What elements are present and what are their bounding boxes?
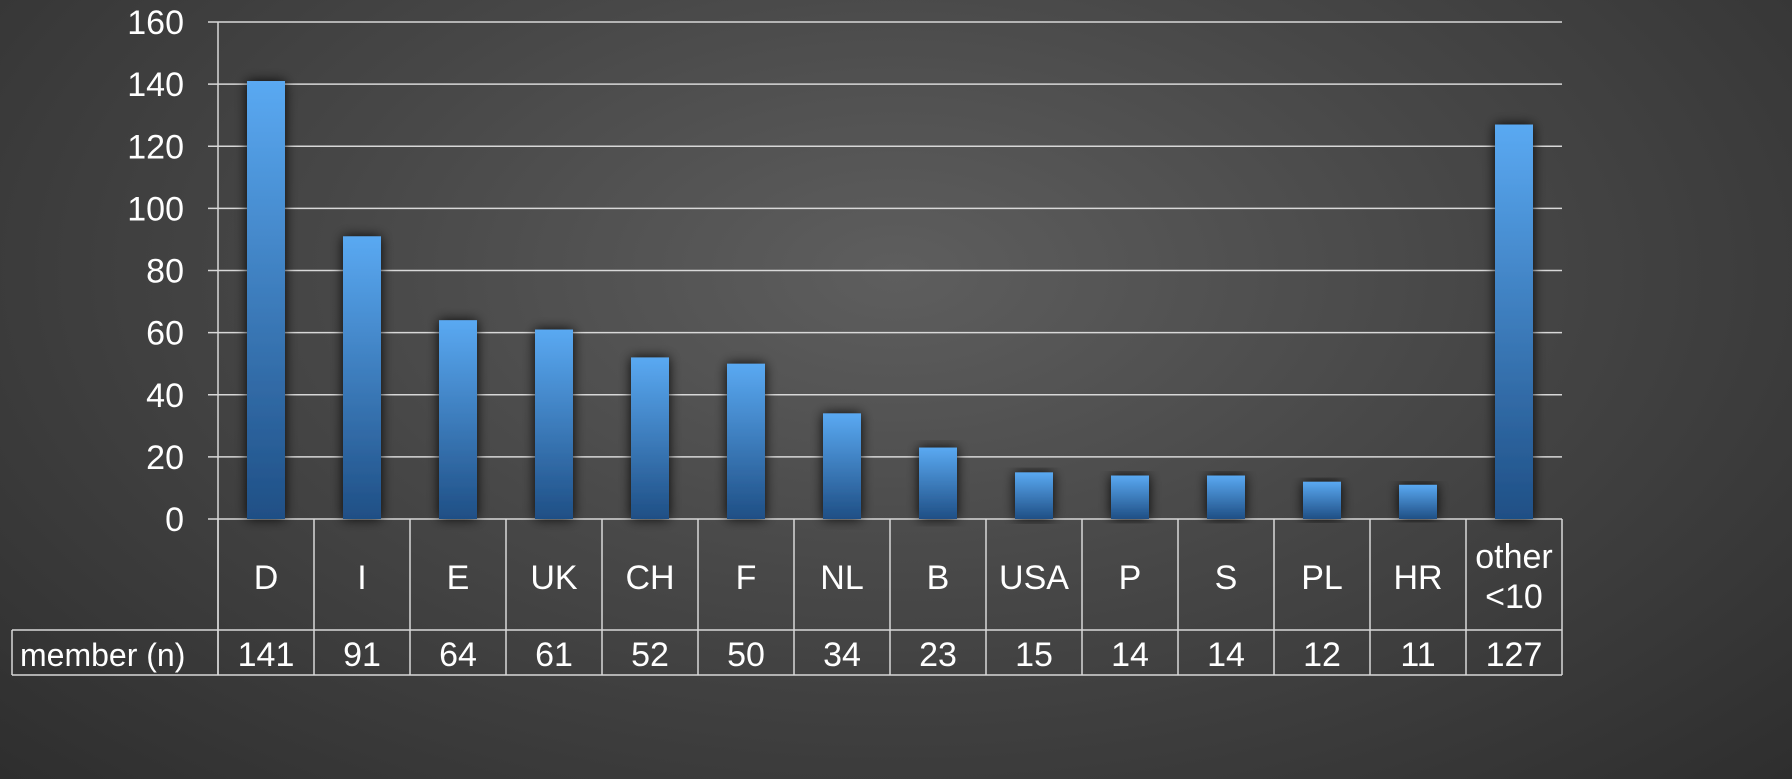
category-label: USA (999, 559, 1069, 597)
category-label: D (254, 559, 279, 597)
category-label: S (1215, 559, 1238, 597)
value-label: 23 (919, 636, 957, 674)
category-label: PL (1301, 559, 1343, 597)
value-label: 127 (1486, 636, 1543, 674)
bar-PL (1303, 481, 1341, 519)
category-label: other <10 (1475, 538, 1553, 616)
bar-NL (823, 413, 861, 519)
value-label: 141 (238, 636, 295, 674)
bar-UK (535, 329, 573, 519)
category-label: E (447, 559, 470, 597)
value-label: 11 (1400, 636, 1435, 674)
y-tick-label: 100 (127, 190, 184, 228)
y-tick-label: 60 (146, 315, 184, 353)
value-label: 14 (1207, 636, 1245, 674)
bar-CH (631, 357, 669, 519)
gridlines (208, 21, 1562, 675)
category-label: CH (625, 559, 674, 597)
value-label: 61 (535, 636, 573, 674)
value-label: 64 (439, 636, 477, 674)
series-row-label: member (n) (20, 637, 185, 673)
category-label: B (927, 559, 950, 597)
y-tick-label: 40 (146, 377, 184, 415)
bar-I (343, 236, 381, 520)
value-label: 91 (343, 636, 381, 674)
category-label: F (736, 559, 757, 597)
bar-F (727, 363, 765, 519)
value-label: 14 (1111, 636, 1149, 674)
value-label: 52 (631, 636, 669, 674)
y-tick-label: 80 (146, 253, 184, 291)
bar-B (919, 447, 957, 519)
y-tick-label: 120 (127, 128, 184, 166)
category-label: UK (530, 559, 578, 597)
bars (247, 81, 1533, 520)
value-label: 34 (823, 636, 861, 674)
y-tick-label: 140 (127, 66, 184, 104)
bar-E (439, 320, 477, 519)
y-tick-label: 20 (146, 439, 184, 477)
category-label: NL (820, 559, 863, 597)
category-label: I (357, 559, 366, 597)
value-label: 50 (727, 636, 765, 674)
value-label: 12 (1303, 636, 1341, 674)
category-label: P (1119, 559, 1142, 597)
bar-USA (1015, 472, 1053, 519)
bar-other-10 (1495, 124, 1533, 519)
y-tick-label: 0 (165, 501, 184, 539)
y-axis-tick-labels: 0 20 40 60 80 100 120 140 160 (127, 4, 184, 539)
bar-P (1111, 475, 1149, 519)
y-tick-label: 160 (127, 4, 184, 42)
value-label: 15 (1015, 636, 1053, 674)
data-table: D I E UK CH F NL B USA P S PL HR other <10 member (n) 14… (11, 519, 1563, 676)
bar-D (247, 81, 285, 520)
category-label: HR (1393, 559, 1442, 597)
bar-HR (1399, 484, 1437, 519)
bar-S (1207, 475, 1245, 519)
